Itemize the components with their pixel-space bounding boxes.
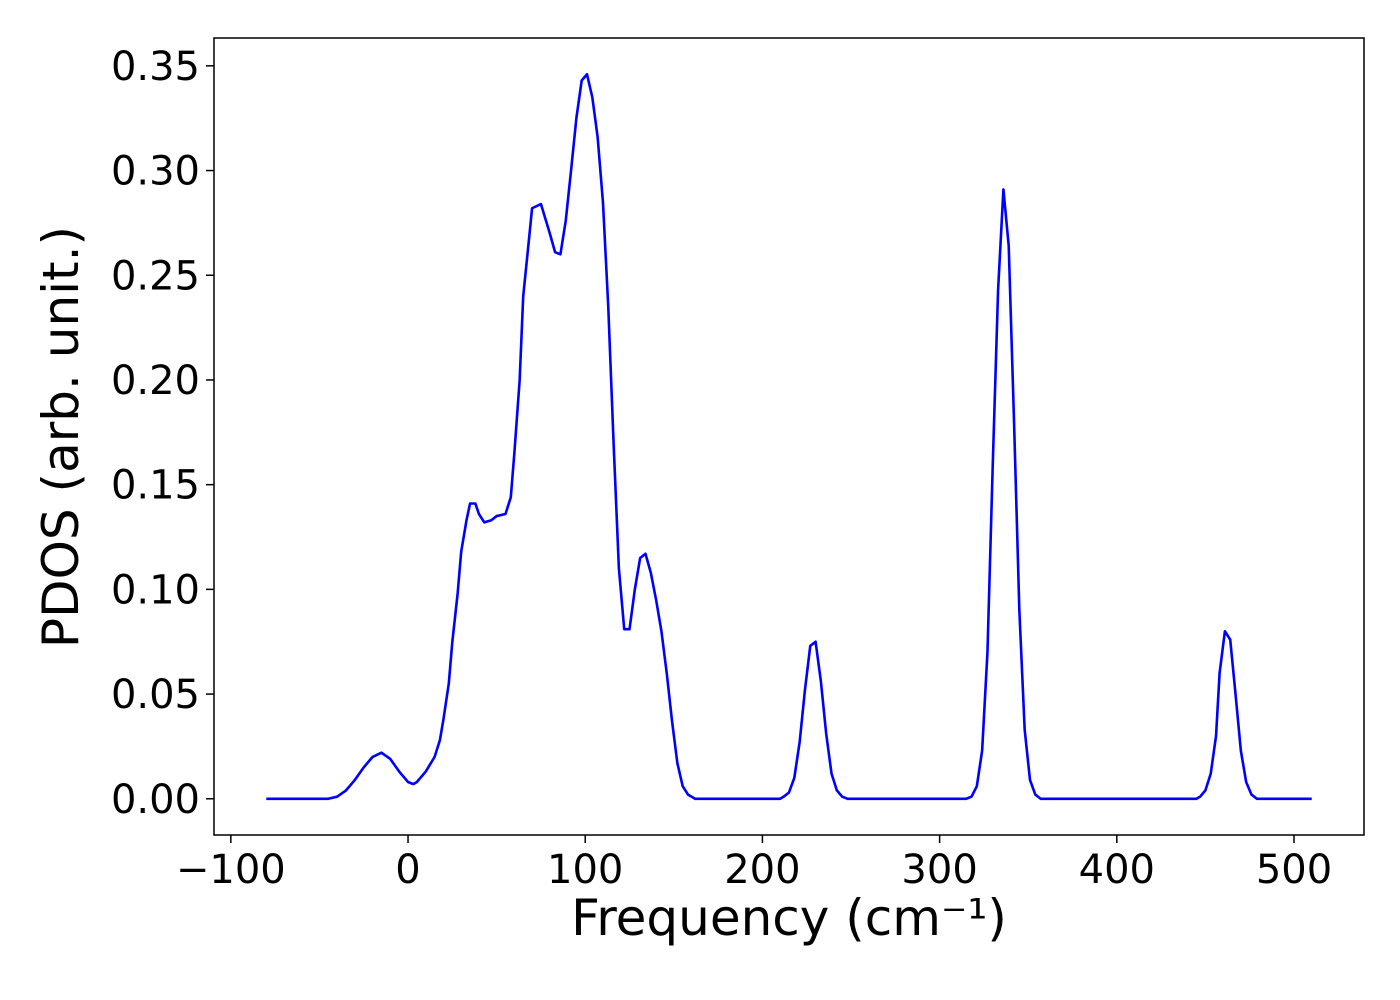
x-tick-label: 500 (1256, 847, 1332, 893)
x-tick-label: 200 (724, 847, 800, 893)
x-tick-label: −100 (176, 847, 286, 893)
y-tick-label: 0.20 (111, 358, 200, 404)
x-tick-label: 400 (1079, 847, 1155, 893)
y-tick-label: 0.30 (111, 149, 200, 195)
x-axis-label: Frequency (cm⁻¹) (571, 889, 1007, 947)
x-tick-label: 0 (395, 847, 420, 893)
y-axis-label: PDOS (arb. unit.) (32, 226, 90, 648)
y-tick-label: 0.15 (111, 463, 200, 509)
x-tick-label: 300 (901, 847, 977, 893)
y-tick-label: 0.35 (111, 44, 200, 90)
plot-frame (213, 37, 1365, 836)
x-tick-label: 100 (547, 847, 623, 893)
y-tick-label: 0.10 (111, 567, 200, 613)
line (266, 72, 1312, 801)
y-tick-label: 0.25 (111, 253, 200, 299)
y-tick-label: 0.05 (111, 672, 200, 718)
y-tick-label: 0.00 (111, 777, 200, 823)
